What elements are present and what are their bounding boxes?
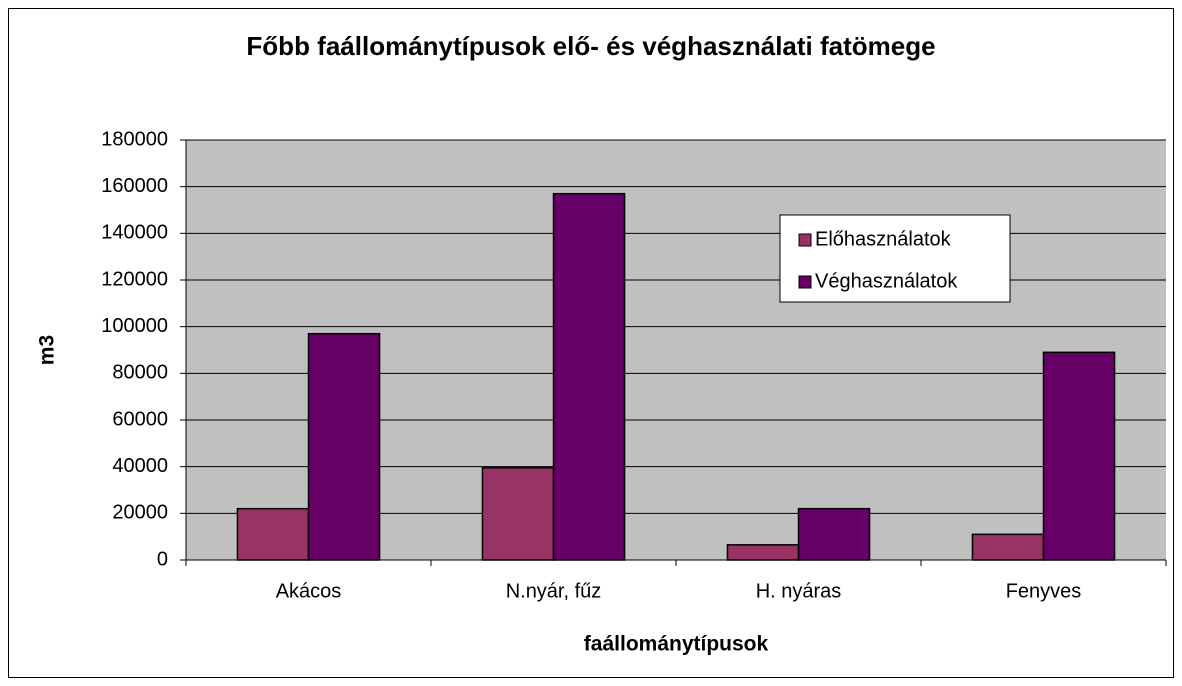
x-tick-label: N.nyár, fűz — [506, 580, 602, 602]
bar — [797, 507, 871, 561]
legend-label: Véghasználatok — [815, 270, 958, 292]
y-tick-label: 0 — [157, 548, 168, 570]
chart-title: Főbb faállománytípusok elő- és véghaszná… — [246, 31, 935, 61]
y-tick-label: 120000 — [101, 268, 168, 290]
y-tick-label: 80000 — [112, 362, 168, 384]
bar — [307, 332, 381, 561]
legend-swatch — [798, 275, 812, 289]
y-axis-label: m3 — [36, 335, 59, 365]
y-tick-label: 100000 — [101, 315, 168, 337]
y-tick-label: 180000 — [101, 128, 168, 150]
legend-box — [779, 214, 1011, 303]
y-tick-label: 140000 — [101, 222, 168, 244]
bar — [236, 507, 310, 561]
x-axis-label: faállománytípusok — [584, 633, 769, 656]
legend-swatch — [798, 233, 812, 247]
y-tick-label: 40000 — [112, 455, 168, 477]
y-tick-label: 160000 — [101, 175, 168, 197]
bar — [726, 544, 800, 561]
y-tick-label: 20000 — [112, 502, 168, 524]
bar — [1042, 351, 1116, 561]
x-tick-label: Akácos — [276, 580, 342, 602]
bar — [552, 192, 626, 561]
y-tick-label: 60000 — [112, 408, 168, 430]
bar — [481, 467, 555, 561]
bar — [971, 533, 1045, 561]
x-tick-label: Fenyves — [1006, 580, 1082, 602]
x-tick-label: H. nyáras — [756, 580, 842, 602]
legend-label: Előhasználatok — [815, 228, 952, 250]
